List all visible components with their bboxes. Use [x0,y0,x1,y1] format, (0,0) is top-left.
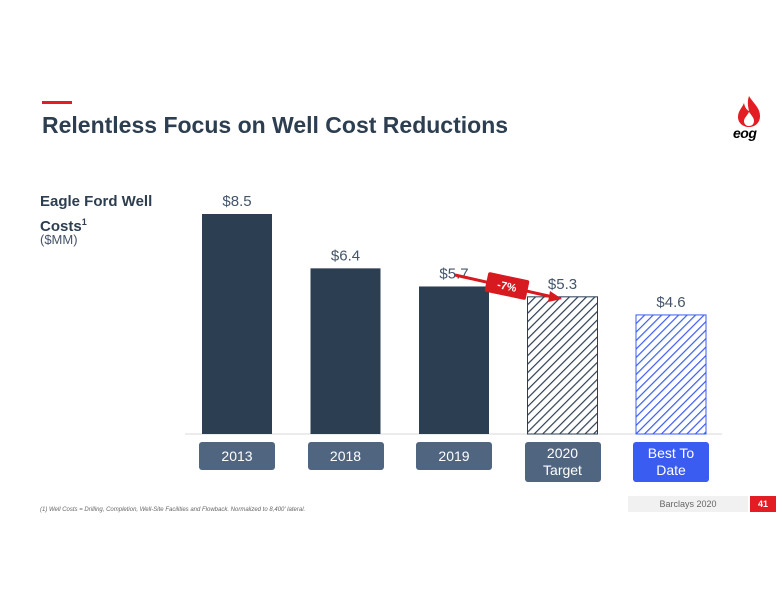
change-arrow-head [548,291,562,302]
bar-0 [202,214,272,434]
footnote: (1) Well Costs = Drilling, Completion, W… [40,507,306,513]
page-number: 41 [750,496,776,512]
bar-2 [419,286,489,434]
page-title: Relentless Focus on Well Cost Reductions [42,112,509,138]
category-label-2: 2019 [416,442,492,470]
bar-4 [635,314,707,435]
eog-flame-icon [738,96,760,127]
category-label-4: Best To Date [633,442,709,482]
bar-1 [310,268,381,434]
title-accent-bar [42,101,72,104]
category-label-1: 2018 [307,442,384,470]
change-annotation: -7% [454,272,562,302]
footer-source: Barclays 2020 [628,496,748,512]
chart-unit: ($MM) [40,232,78,247]
bar-3 [527,296,598,435]
bar-value-label-3: $5.3 [548,276,577,293]
chart-title: Eagle Ford Well Costs1 [40,193,153,235]
eog-logo-text: eog [733,125,757,141]
category-label-3: 2020 Target [524,442,601,482]
change-badge [484,272,530,300]
category-label-0: 2013 [199,442,275,470]
chart-title-footnote-marker: 1 [81,217,87,227]
bar-value-label-1: $6.4 [331,247,360,264]
bar-value-label-4: $4.6 [656,294,685,311]
bar-value-label-0: $8.5 [222,193,251,210]
bar-value-label-2: $5.7 [439,265,468,282]
change-badge-text: -7% [496,279,518,295]
